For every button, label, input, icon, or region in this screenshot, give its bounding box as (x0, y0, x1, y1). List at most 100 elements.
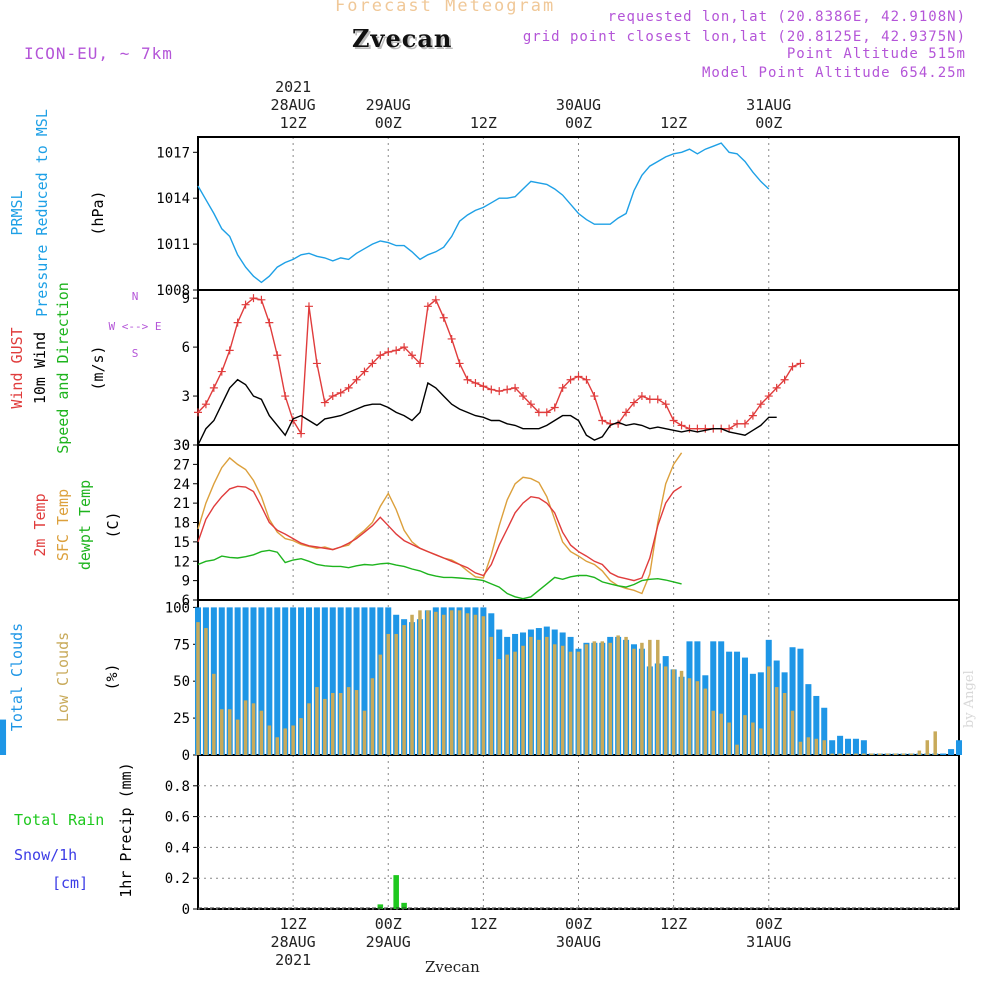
low-cloud-bar (331, 693, 335, 755)
gust-marker (748, 411, 757, 420)
gust-marker (685, 424, 694, 433)
total-cloud-bar (0, 719, 7, 755)
y-tick-label: 30 (173, 438, 190, 454)
low-cloud-bar (434, 611, 438, 755)
low-cloud-bar (901, 753, 906, 755)
low-cloud-bar (648, 639, 652, 755)
total-cloud-bar (337, 607, 344, 755)
low-cloud-bar (418, 610, 422, 755)
gust-marker (320, 398, 329, 407)
y-tick-label: 6 (182, 340, 190, 356)
time-label-bottom: 12Z (280, 915, 307, 933)
panel-frame (197, 754, 960, 910)
low-cloud-bar (767, 666, 771, 755)
low-cloud-bar (870, 753, 874, 755)
gust-marker (566, 375, 575, 384)
temp-unit: (C) (104, 511, 122, 538)
low-cloud-bar (885, 753, 890, 755)
low-cloud-bar (830, 753, 834, 755)
low-cloud-bar (513, 651, 517, 755)
low-cloud-bar (711, 710, 716, 755)
gust-marker (233, 318, 242, 327)
pressure-label: PRMSL (8, 190, 26, 235)
low-cloud-bar (854, 753, 858, 755)
y-tick-label: 25 (173, 711, 190, 727)
low-cloud-bar (782, 693, 787, 755)
low-cloud-bar (489, 636, 494, 755)
rain-legend: Total Rain (14, 811, 104, 829)
total-cloud-bar (313, 607, 320, 755)
y-tick-label: 1017 (156, 145, 190, 161)
temp2m-line (197, 485, 682, 582)
low-cloud-bar (521, 645, 525, 755)
total-cloud-bar (749, 673, 756, 755)
low-cloud-bar (774, 687, 779, 755)
gust-marker (598, 416, 607, 425)
y-tick-label: 0.8 (165, 779, 190, 795)
total-cloud-bar (234, 607, 241, 755)
total-cloud-bar (258, 607, 265, 755)
snow-unit-legend: [cm] (52, 874, 88, 892)
time-label-top: 12Z (660, 114, 687, 132)
gust-marker (415, 359, 424, 368)
gust-marker (447, 334, 456, 343)
total-cloud-bar (718, 641, 725, 755)
total-cloud-bar (726, 651, 733, 755)
gust-marker (281, 392, 290, 401)
total-cloud-bar (837, 735, 844, 755)
y-tick-label: 1008 (156, 283, 190, 299)
gust-marker (677, 421, 686, 430)
total-cloud-bar (829, 740, 836, 755)
gust-marker (400, 343, 409, 352)
total-cloud-bar (226, 607, 233, 755)
low-cloud-bar (323, 698, 327, 755)
gust-marker (336, 388, 345, 397)
gust-marker (225, 346, 234, 355)
wind10m-line (197, 378, 777, 446)
time-label-top: 31AUG (746, 96, 791, 114)
low-cloud-bar (552, 644, 557, 755)
dewpt-line (197, 549, 682, 600)
total-cloud-bar (955, 740, 963, 755)
low-cloud-bar (283, 728, 287, 755)
low-cloud-bar (299, 718, 303, 755)
y-tick-label: 6 (182, 593, 190, 609)
total-cloud-bar (282, 607, 289, 755)
y-tick-label: 27 (173, 457, 190, 473)
low-cloud-bar (529, 636, 533, 755)
gust-marker (503, 385, 512, 394)
low-cloud-bar (917, 750, 922, 755)
low-cloud-bar (378, 654, 383, 755)
time-label-bottom: 00Z (565, 915, 592, 933)
total-cloud-bar (266, 607, 273, 755)
time-label-bottom: 30AUG (556, 933, 601, 951)
prmsl-line (197, 142, 770, 284)
y-tick-label: 0 (182, 748, 190, 764)
gust-marker (495, 387, 504, 396)
low-cloud-bar (592, 641, 597, 755)
low-clouds-label: Low Clouds (54, 632, 72, 722)
low-cloud-bar (315, 687, 319, 755)
gust-marker (297, 429, 306, 438)
total-cloud-bar (789, 647, 796, 755)
gust-marker (455, 359, 464, 368)
gust-marker (590, 392, 599, 401)
gust-marker (479, 382, 488, 391)
low-cloud-bar (243, 700, 248, 755)
low-cloud-bar (537, 639, 541, 755)
time-label-top: 28AUG (271, 96, 316, 114)
forecast-title: Forecast Meteogram (335, 0, 556, 16)
time-label-top: 12Z (280, 114, 307, 132)
low-cloud-bar (354, 690, 359, 755)
total-cloud-bar (329, 607, 336, 755)
gust-marker (304, 302, 313, 311)
y-tick-label: 24 (173, 477, 190, 493)
low-cloud-bar (473, 614, 478, 755)
gust-marker (661, 400, 670, 409)
gust-marker (796, 359, 805, 368)
gust-marker (408, 351, 417, 360)
low-cloud-bar (291, 725, 295, 755)
station-name: Zvecan (352, 24, 453, 53)
low-cloud-bar (338, 693, 343, 755)
